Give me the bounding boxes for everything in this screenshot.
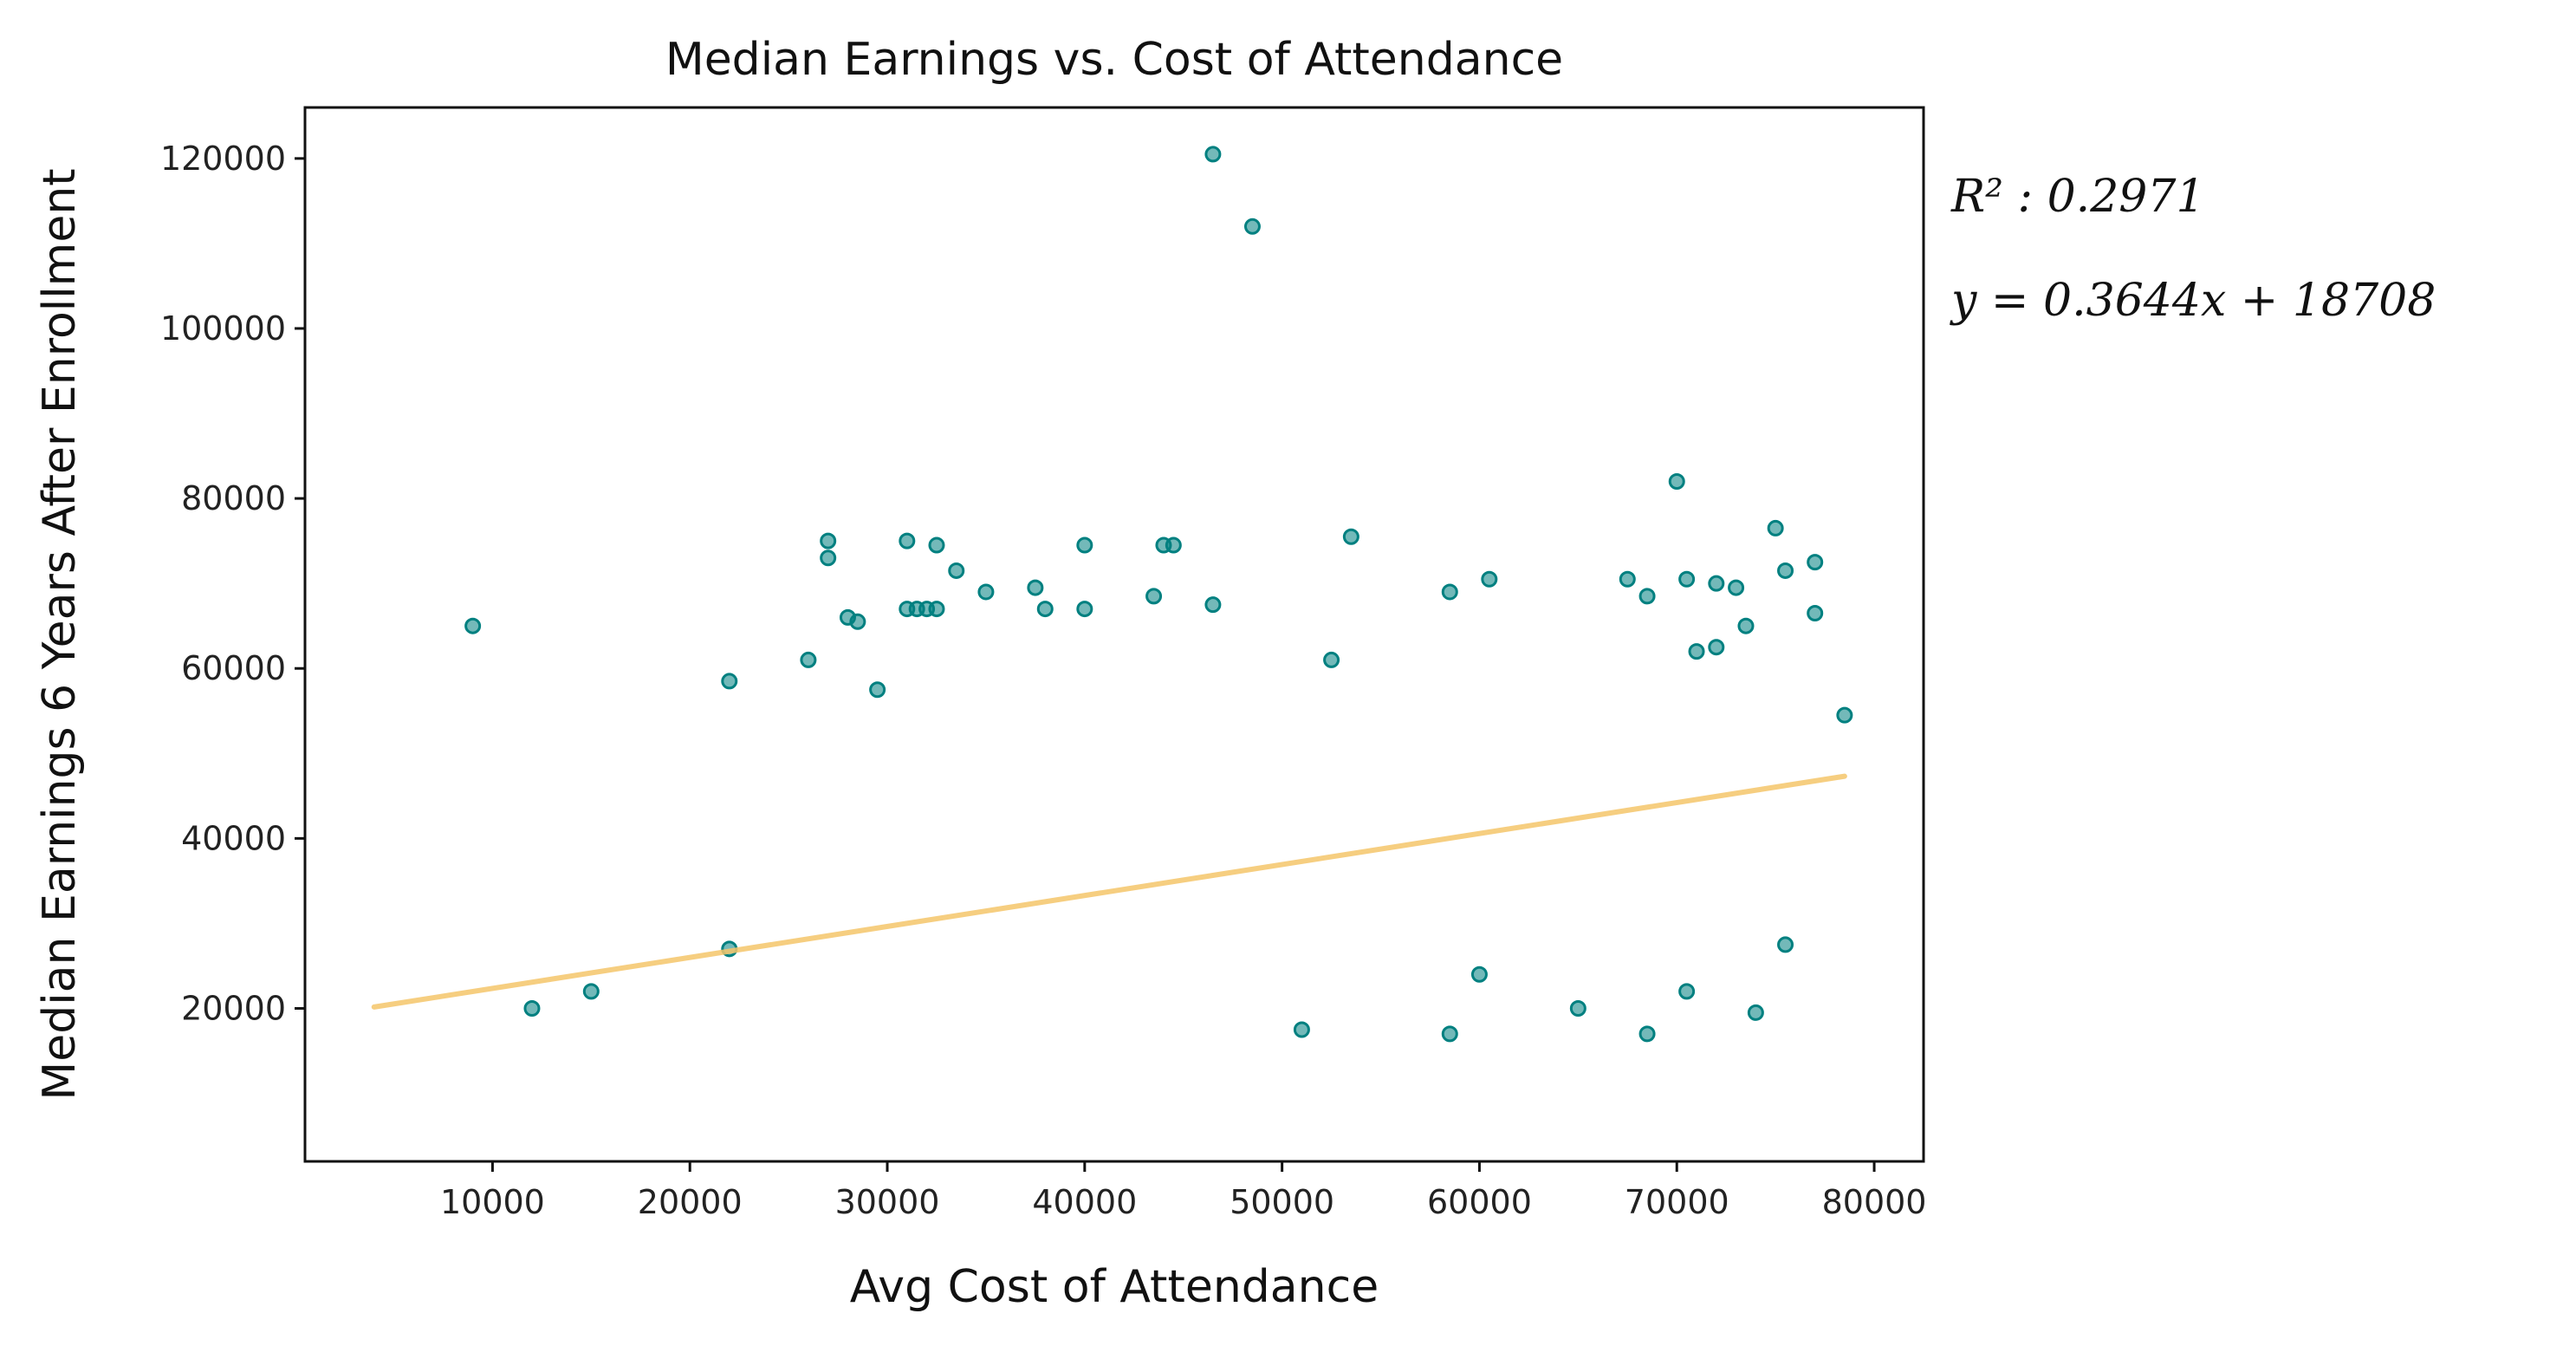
scatter-point (948, 562, 965, 579)
scatter-point (1569, 999, 1586, 1017)
x-tick-label: 60000 (1427, 1183, 1532, 1221)
scatter-point (1728, 579, 1745, 596)
scatter-point (1708, 639, 1725, 656)
y-tick-label: 20000 (181, 989, 286, 1027)
scatter-point (1777, 936, 1794, 953)
scatter-point (869, 681, 886, 699)
scatter-point (1737, 617, 1755, 634)
x-tick-label: 40000 (1032, 1183, 1137, 1221)
scatter-point (1619, 570, 1636, 588)
scatter-point (1708, 575, 1725, 592)
scatter-point (800, 651, 817, 668)
x-tick-label: 80000 (1822, 1183, 1927, 1221)
scatter-point (1638, 1025, 1656, 1043)
scatter-point (582, 983, 600, 1000)
scatter-point (1747, 1004, 1764, 1021)
scatter-point (1323, 651, 1340, 668)
plot-frame (303, 106, 1925, 1163)
scatter-point (1777, 562, 1794, 579)
y-axis-ticks: 20000 40000 60000 80000 100000 120000 (160, 140, 305, 1027)
scatter-point (820, 549, 837, 567)
scatter-point (1470, 966, 1488, 983)
scatter-point (1204, 146, 1222, 163)
y-tick-label: 100000 (160, 309, 286, 348)
scatter-point (1767, 519, 1784, 536)
scatter-point (899, 532, 916, 549)
scatter-point (1027, 579, 1044, 596)
scatter-point (464, 617, 482, 634)
x-tick-label: 30000 (835, 1183, 940, 1221)
r-squared-annotation: R² : 0.2971 (1950, 171, 2205, 223)
y-tick-label: 40000 (181, 819, 286, 857)
regression-equation-annotation: y = 0.3644x + 18708 (1950, 275, 2436, 327)
scatter-point (1678, 983, 1696, 1000)
scatter-point (523, 999, 541, 1017)
scatter-point (1807, 604, 1824, 621)
scatter-point (1076, 536, 1093, 554)
x-axis-ticks: 10000 20000 30000 40000 50000 60000 70000 80000 (440, 1161, 1927, 1221)
x-axis-title: Avg Cost of Attendance (850, 1261, 1379, 1313)
scatter-point (1293, 1021, 1310, 1038)
scatter-point (1836, 706, 1853, 724)
scatter-point (1441, 583, 1458, 601)
scatter-point (1807, 554, 1824, 571)
scatter-point (1638, 588, 1656, 605)
chart-title: Median Earnings vs. Cost of Attendance (665, 34, 1563, 86)
scatter-point (849, 613, 866, 630)
scatter-point (928, 601, 945, 618)
y-tick-label: 60000 (181, 649, 286, 687)
scatter-point (1076, 601, 1093, 618)
scatter-point (1342, 528, 1359, 545)
x-tick-label: 50000 (1230, 1183, 1334, 1221)
scatter-point (1668, 472, 1685, 490)
scatter-points (464, 146, 1853, 1043)
scatter-point (1243, 218, 1261, 235)
y-axis-title: Median Earnings 6 Years After Enrollment (34, 168, 86, 1100)
scatter-point (928, 536, 945, 554)
scatter-point (1036, 601, 1054, 618)
y-tick-label: 80000 (181, 479, 286, 517)
scatter-point (721, 673, 738, 690)
x-tick-label: 20000 (638, 1183, 743, 1221)
scatter-point (1145, 588, 1163, 605)
scatter-point (1204, 596, 1222, 614)
y-tick-label: 120000 (160, 140, 286, 178)
scatter-point (1688, 643, 1705, 660)
scatter-point (1678, 570, 1696, 588)
x-tick-label: 10000 (440, 1183, 545, 1221)
scatter-point (1441, 1025, 1458, 1043)
regression-line (371, 773, 1847, 1010)
scatter-point (977, 583, 995, 601)
scatter-point (1165, 536, 1182, 554)
x-tick-label: 70000 (1625, 1183, 1729, 1221)
scatter-point (820, 532, 837, 549)
scatter-point (1481, 570, 1498, 588)
